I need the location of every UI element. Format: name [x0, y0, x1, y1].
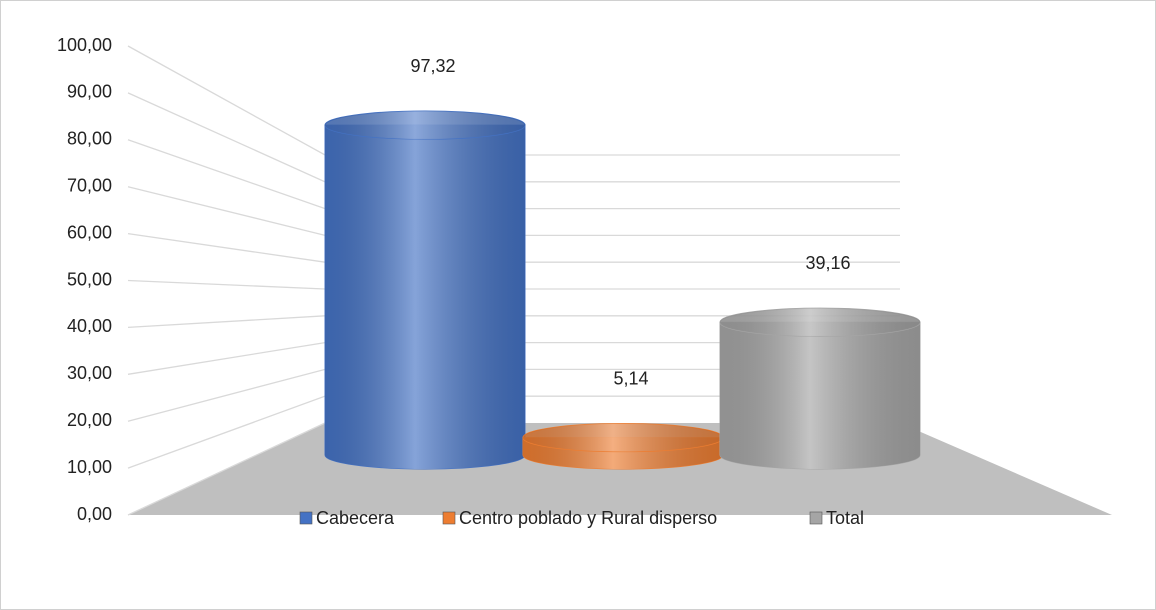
value-label: 97,32	[410, 56, 455, 76]
value-label: 5,14	[613, 368, 648, 388]
y-tick-label: 20,00	[67, 410, 112, 430]
y-tick-label: 100,00	[57, 35, 112, 55]
cylinder-shine	[325, 125, 525, 469]
grid-line	[127, 422, 326, 516]
cylinder-top-shine	[325, 111, 525, 140]
cylinder-top-shine	[720, 308, 920, 337]
legend-label: Cabecera	[316, 508, 395, 528]
y-tick-label: 50,00	[67, 269, 112, 289]
y-tick-label: 40,00	[67, 316, 112, 336]
cylinder-shine	[720, 322, 920, 469]
legend-swatch	[442, 511, 456, 525]
y-tick-label: 60,00	[67, 222, 112, 242]
legend-swatch	[809, 511, 823, 525]
y-tick-label: 10,00	[67, 457, 112, 477]
legend-label: Centro poblado y Rural disperso	[459, 508, 717, 528]
y-tick-label: 0,00	[77, 504, 112, 524]
y-tick-label: 70,00	[67, 175, 112, 195]
cylinder-top-shine	[523, 423, 723, 452]
y-tick-label: 80,00	[67, 129, 112, 149]
legend-label: Total	[826, 508, 864, 528]
y-tick-label: 90,00	[67, 82, 112, 102]
value-label: 39,16	[805, 253, 850, 273]
y-tick-label: 30,00	[67, 363, 112, 383]
legend-swatch	[299, 511, 313, 525]
